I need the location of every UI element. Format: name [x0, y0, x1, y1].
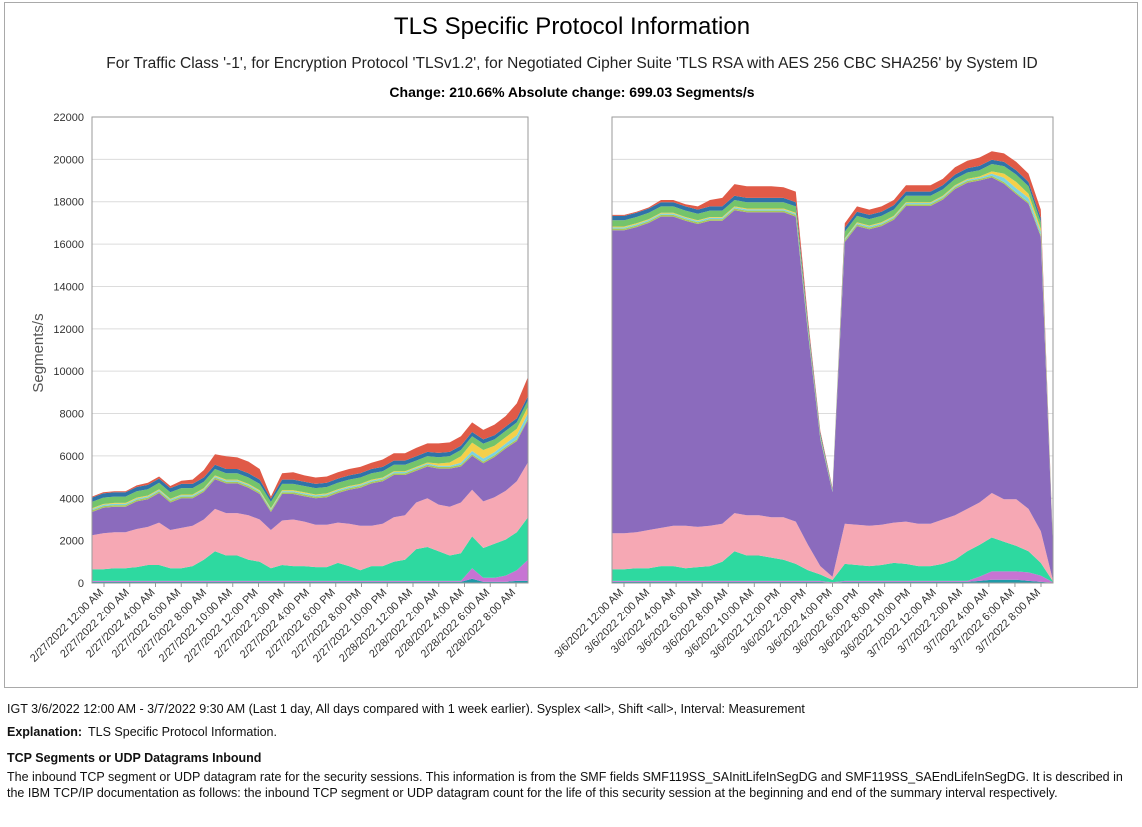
igt-range-text: IGT 3/6/2022 12:00 AM - 3/7/2022 9:30 AM… [7, 702, 805, 716]
y-tick-label: 0 [78, 578, 84, 590]
area-series-4 [92, 462, 528, 571]
area-series-3 [92, 517, 528, 581]
area-series-11 [92, 376, 528, 499]
chart-frame: TLS Specific Protocol Information For Tr… [4, 2, 1138, 688]
y-tick-label: 14000 [53, 281, 84, 293]
chart-subtitle: For Traffic Class '-1', for Encryption P… [106, 55, 1038, 72]
area-series-1 [92, 578, 528, 583]
y-tick-label: 8000 [60, 409, 84, 421]
chart-panel-current: 3/6/2022 12:00 AM3/6/2022 2:00 AM3/6/202… [552, 116, 1054, 661]
y-tick-label: 2000 [60, 536, 84, 548]
change-summary: Change: 210.66% Absolute change: 699.03 … [389, 84, 755, 100]
y-tick-label: 4000 [60, 493, 84, 505]
explanation-row: Explanation: TLS Specific Protocol Inform… [7, 725, 277, 739]
y-tick-label: 22000 [53, 112, 84, 124]
area-series-4 [612, 493, 1053, 582]
section-description: The inbound TCP segment or UDP datagram … [7, 770, 1123, 800]
area-series-5 [612, 177, 1053, 581]
y-tick-label: 16000 [53, 239, 84, 251]
chart-title: TLS Specific Protocol Information [393, 13, 751, 40]
y-axis-label: Segments/s [30, 313, 47, 392]
chart-panel-previous-week: 0 2000 4000 6000 8000 10000 12000 14000 16000 180… [28, 112, 529, 665]
area-series-1 [612, 579, 1053, 583]
y-tick-label: 18000 [53, 197, 84, 209]
chart-canvas: Segments/s 0 2000 4000 6000 8000 10000 12000 14… [28, 112, 1054, 665]
area-series-9 [92, 400, 528, 509]
y-tick-label: 10000 [53, 366, 84, 378]
area-series-2 [612, 571, 1053, 583]
area-series-2 [92, 559, 528, 582]
section-title: TCP Segments or UDP Datagrams Inbound [7, 751, 262, 765]
y-tick-label: 20000 [53, 154, 84, 166]
area-series-10 [92, 396, 528, 502]
explanation-text: TLS Specific Protocol Information. [88, 725, 277, 739]
y-tick-label: 6000 [60, 451, 84, 463]
area-series-5 [92, 419, 528, 536]
y-tick-label: 12000 [53, 324, 84, 336]
area-series-3 [612, 537, 1053, 583]
explanation-label: Explanation: [7, 725, 83, 739]
area-series-8 [92, 406, 528, 510]
